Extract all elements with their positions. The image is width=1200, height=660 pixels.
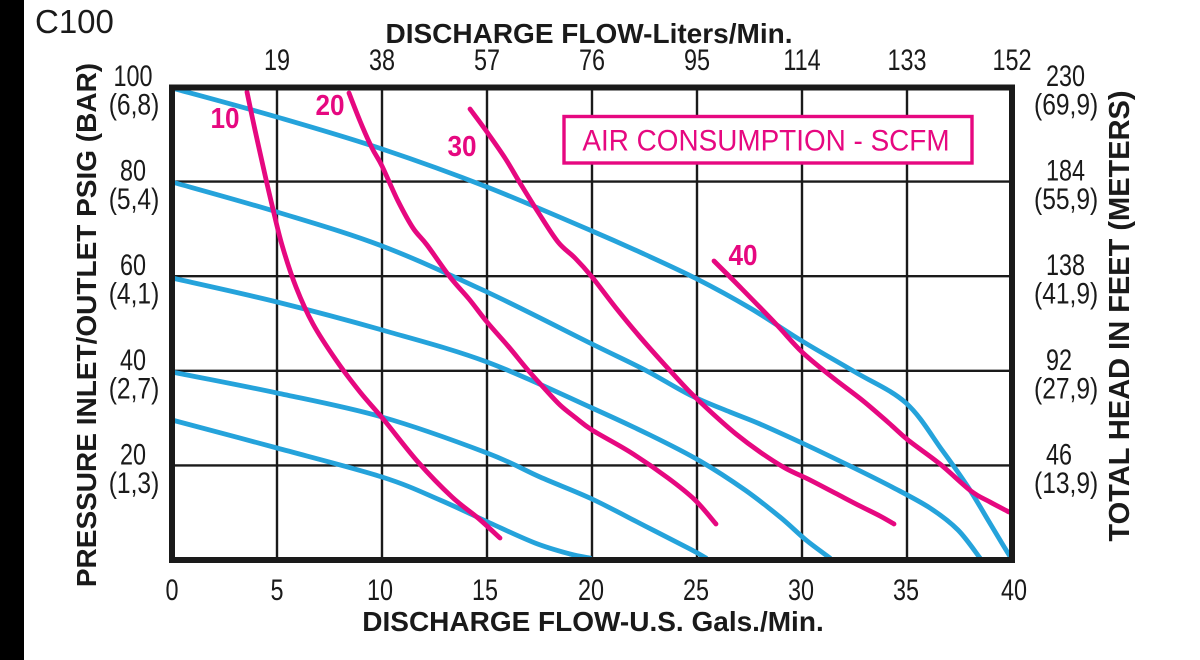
svg-text:20: 20	[315, 89, 344, 122]
svg-text:184: 184	[1046, 154, 1085, 187]
svg-text:19: 19	[264, 43, 290, 76]
svg-text:(13,9): (13,9)	[1034, 466, 1098, 500]
svg-text:10: 10	[367, 573, 393, 606]
svg-text:15: 15	[472, 573, 498, 606]
svg-text:10: 10	[210, 102, 239, 135]
svg-text:20: 20	[578, 573, 604, 606]
svg-text:95: 95	[684, 43, 710, 76]
svg-text:(55,9): (55,9)	[1034, 182, 1098, 216]
svg-text:30: 30	[788, 573, 814, 606]
svg-text:60: 60	[120, 248, 146, 281]
svg-text:(6,8): (6,8)	[109, 87, 160, 121]
svg-text:138: 138	[1046, 248, 1085, 281]
svg-text:76: 76	[579, 43, 605, 76]
svg-text:152: 152	[992, 43, 1031, 76]
svg-text:38: 38	[369, 43, 395, 76]
svg-text:(41,9): (41,9)	[1034, 276, 1098, 310]
svg-text:46: 46	[1046, 438, 1072, 471]
svg-text:(4,1): (4,1)	[109, 276, 160, 310]
svg-text:(2,7): (2,7)	[109, 371, 160, 405]
svg-text:40: 40	[120, 343, 146, 376]
svg-text:C100: C100	[35, 3, 114, 40]
svg-text:5: 5	[270, 573, 283, 606]
svg-text:DISCHARGE FLOW-Liters/Min.: DISCHARGE FLOW-Liters/Min.	[386, 18, 793, 49]
svg-text:(5,4): (5,4)	[109, 182, 160, 216]
svg-text:0: 0	[165, 573, 178, 606]
svg-text:30: 30	[447, 130, 476, 163]
svg-text:100: 100	[113, 59, 152, 92]
svg-text:114: 114	[783, 43, 820, 76]
svg-text:DISCHARGE FLOW-U.S. Gals./Min.: DISCHARGE FLOW-U.S. Gals./Min.	[362, 606, 823, 637]
svg-text:20: 20	[120, 438, 146, 471]
svg-text:230: 230	[1046, 59, 1085, 92]
svg-text:(1,3): (1,3)	[109, 466, 160, 500]
svg-text:57: 57	[474, 43, 500, 76]
svg-text:PRESSURE INLET/OUTLET PSIG (BA: PRESSURE INLET/OUTLET PSIG (BAR)	[71, 63, 102, 587]
svg-text:AIR CONSUMPTION - SCFM: AIR CONSUMPTION - SCFM	[582, 125, 949, 158]
svg-text:(27,9): (27,9)	[1034, 371, 1098, 405]
svg-text:40: 40	[1001, 573, 1027, 606]
svg-text:35: 35	[893, 573, 919, 606]
svg-text:133: 133	[887, 43, 926, 76]
svg-text:40: 40	[728, 239, 757, 272]
svg-text:TOTAL HEAD IN FEET (METERS): TOTAL HEAD IN FEET (METERS)	[1104, 90, 1136, 541]
svg-text:92: 92	[1046, 343, 1072, 376]
svg-text:(69,9): (69,9)	[1034, 87, 1098, 121]
svg-text:80: 80	[120, 154, 146, 187]
svg-text:25: 25	[683, 573, 709, 606]
